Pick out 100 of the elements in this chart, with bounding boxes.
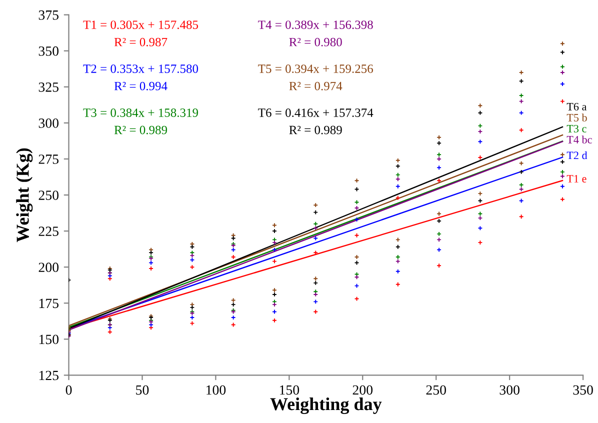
annotation: T5 = 0.394x + 159.256 bbox=[258, 64, 373, 74]
point bbox=[190, 253, 195, 258]
point bbox=[436, 237, 442, 242]
series-label: T5 b bbox=[566, 114, 587, 122]
y-tick-label: 300 bbox=[38, 118, 59, 128]
point bbox=[560, 50, 565, 55]
point bbox=[395, 258, 400, 264]
annotation: R² = 0.974 bbox=[289, 82, 342, 90]
point bbox=[190, 320, 195, 326]
point bbox=[518, 78, 524, 84]
x-tick-label: 0 bbox=[66, 385, 72, 395]
point bbox=[436, 134, 442, 140]
y-tick-label: 375 bbox=[38, 10, 59, 20]
point bbox=[478, 155, 483, 160]
point bbox=[560, 152, 565, 158]
series-label: T1 e bbox=[566, 175, 586, 182]
point bbox=[230, 315, 236, 320]
point bbox=[313, 226, 318, 231]
y-tick-label: 150 bbox=[39, 334, 59, 344]
point bbox=[560, 64, 565, 70]
point bbox=[560, 196, 565, 202]
point bbox=[395, 244, 400, 250]
y-axis-title: Weight (Kg) bbox=[16, 148, 33, 242]
x-tick-label: 350 bbox=[573, 385, 593, 395]
annotation: R² = 0.980 bbox=[289, 38, 342, 46]
annotation: T2 = 0.353x + 157.580 bbox=[83, 64, 198, 74]
annotation: T6 = 0.416x + 157.374 bbox=[258, 108, 374, 117]
point bbox=[190, 315, 195, 320]
point bbox=[518, 128, 524, 133]
annotation: T3 = 0.384x + 158.319 bbox=[83, 108, 198, 117]
point bbox=[560, 70, 565, 75]
point bbox=[148, 250, 154, 256]
point bbox=[190, 244, 195, 250]
point bbox=[436, 152, 442, 158]
point bbox=[560, 159, 565, 164]
point bbox=[395, 237, 400, 242]
point bbox=[478, 123, 483, 128]
point bbox=[107, 330, 112, 334]
point bbox=[395, 184, 400, 189]
y-tick-label: 225 bbox=[38, 226, 59, 236]
annotation: T1 = 0.305x + 157.485 bbox=[83, 20, 198, 30]
point bbox=[395, 282, 400, 287]
series-label: T2 d bbox=[566, 151, 588, 160]
point bbox=[190, 257, 195, 262]
point bbox=[190, 305, 195, 310]
annotation: R² = 0.994 bbox=[114, 82, 168, 90]
point bbox=[436, 165, 442, 170]
point bbox=[395, 176, 400, 182]
point bbox=[436, 263, 442, 268]
x-tick-label: 250 bbox=[426, 385, 446, 395]
series-label: T4 bc bbox=[566, 136, 592, 144]
point bbox=[560, 98, 565, 104]
series-label: T3 c bbox=[566, 124, 586, 132]
point bbox=[272, 292, 277, 297]
y-tick-label: 350 bbox=[38, 46, 59, 56]
annotation: R² = 0.987 bbox=[114, 38, 168, 46]
y-tick-label: 325 bbox=[38, 82, 59, 92]
annotation: R² = 0.989 bbox=[289, 126, 342, 134]
point bbox=[272, 228, 277, 234]
point bbox=[436, 156, 442, 162]
point bbox=[313, 210, 318, 215]
point bbox=[313, 276, 318, 282]
point bbox=[230, 254, 236, 260]
y-tick-label: 175 bbox=[39, 298, 59, 308]
x-tick-label: 300 bbox=[500, 385, 520, 395]
point bbox=[436, 140, 442, 146]
y-tick-label: 200 bbox=[38, 262, 59, 272]
point bbox=[313, 292, 318, 297]
point bbox=[478, 103, 483, 108]
point bbox=[518, 214, 524, 220]
point bbox=[560, 41, 565, 46]
point bbox=[272, 288, 277, 293]
point bbox=[478, 139, 483, 144]
point bbox=[148, 266, 154, 271]
x-tick-label: 100 bbox=[206, 385, 226, 395]
point bbox=[518, 160, 524, 166]
annotation: T4 = 0.389x + 156.398 bbox=[258, 20, 373, 30]
y-tick-label: 275 bbox=[38, 154, 59, 164]
point bbox=[560, 82, 565, 86]
point bbox=[395, 164, 400, 169]
point bbox=[518, 98, 524, 104]
point bbox=[518, 70, 524, 75]
point bbox=[436, 218, 442, 224]
point bbox=[395, 254, 400, 260]
x-tick-label: 150 bbox=[280, 385, 300, 395]
y-tick-label: 250 bbox=[38, 190, 59, 200]
annotation: R² = 0.989 bbox=[114, 126, 168, 134]
x-axis-title: Weighting day bbox=[270, 398, 382, 414]
x-tick-label: 50 bbox=[136, 385, 149, 395]
point bbox=[313, 221, 318, 226]
point bbox=[560, 184, 565, 189]
series-label: T6 a bbox=[566, 102, 587, 110]
point bbox=[478, 226, 483, 231]
point bbox=[395, 172, 400, 178]
point bbox=[518, 110, 524, 116]
point bbox=[478, 110, 483, 116]
x-tick-label: 200 bbox=[352, 385, 373, 395]
point bbox=[518, 93, 524, 98]
point bbox=[313, 299, 318, 304]
y-tick-label: 125 bbox=[39, 370, 59, 380]
